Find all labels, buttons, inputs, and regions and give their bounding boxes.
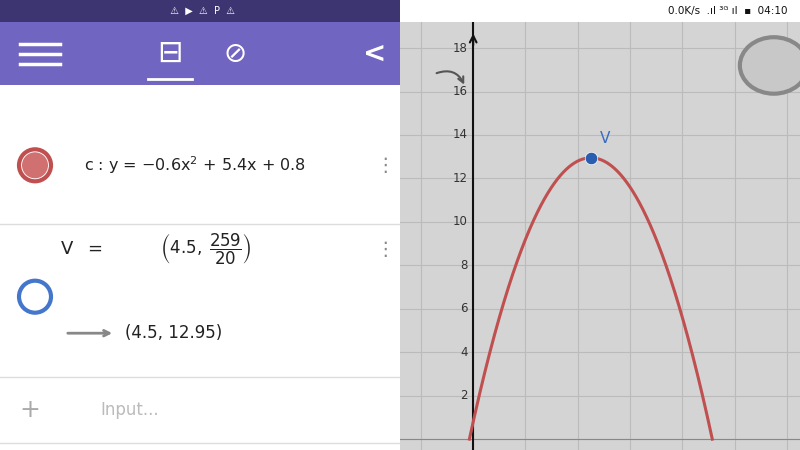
Bar bbox=[0, 22, 400, 85]
Text: c : y = $-$0.6x$^2$ + 5.4x + 0.8: c : y = $-$0.6x$^2$ + 5.4x + 0.8 bbox=[84, 154, 306, 176]
Text: Input...: Input... bbox=[100, 401, 158, 419]
Bar bbox=[0, 0, 400, 22]
Text: ⋮: ⋮ bbox=[375, 240, 394, 259]
Text: 0.0K/s  .ıl ³ᴳ ıl  ▪  04:10: 0.0K/s .ıl ³ᴳ ıl ▪ 04:10 bbox=[669, 6, 788, 16]
Text: 6: 6 bbox=[461, 302, 468, 315]
Text: $\left(4.5,\;\dfrac{259}{20}\right)$: $\left(4.5,\;\dfrac{259}{20}\right)$ bbox=[160, 232, 252, 267]
Text: ⋮: ⋮ bbox=[375, 156, 394, 175]
Text: 10: 10 bbox=[453, 216, 468, 229]
Text: V  $=$: V $=$ bbox=[60, 240, 102, 258]
Text: 4: 4 bbox=[461, 346, 468, 359]
Text: 8: 8 bbox=[461, 259, 468, 272]
Text: (4.5, 12.95): (4.5, 12.95) bbox=[125, 324, 222, 342]
Text: ⊘: ⊘ bbox=[223, 40, 246, 68]
Text: 2: 2 bbox=[461, 389, 468, 402]
Text: 14: 14 bbox=[453, 128, 468, 141]
Text: <: < bbox=[363, 40, 386, 68]
Circle shape bbox=[19, 281, 51, 313]
Text: 12: 12 bbox=[453, 172, 468, 185]
FancyArrowPatch shape bbox=[437, 71, 463, 82]
Text: V: V bbox=[600, 131, 610, 146]
Circle shape bbox=[740, 37, 800, 94]
Text: +: + bbox=[19, 398, 41, 422]
Text: ⚠  ▶  ⚠  P  ⚠: ⚠ ▶ ⚠ P ⚠ bbox=[165, 6, 235, 16]
Circle shape bbox=[19, 149, 51, 181]
Circle shape bbox=[22, 152, 48, 178]
Text: 18: 18 bbox=[453, 41, 468, 54]
Text: ⊟: ⊟ bbox=[158, 39, 182, 68]
Text: 16: 16 bbox=[453, 85, 468, 98]
